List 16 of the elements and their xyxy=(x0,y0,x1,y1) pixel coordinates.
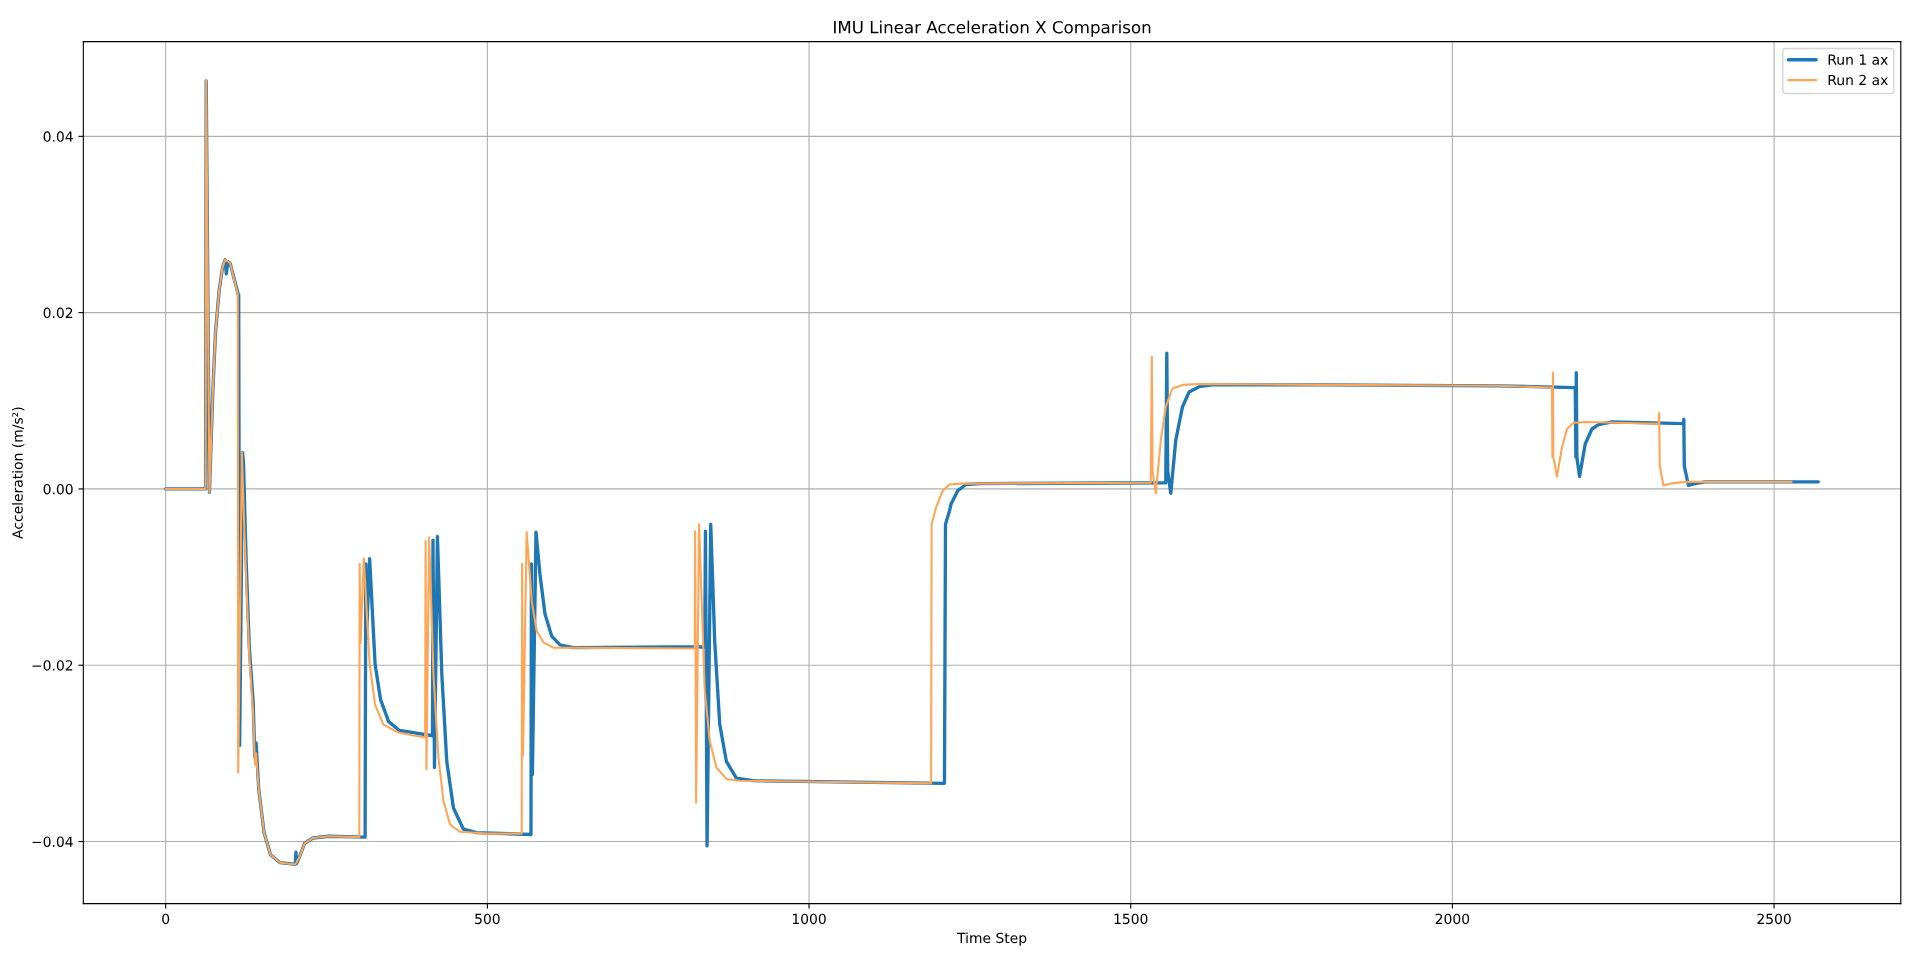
x-tick-label: 0 xyxy=(162,913,170,925)
legend-label: Run 2 ax xyxy=(1828,74,1888,86)
x-tick-label: 500 xyxy=(475,913,500,925)
y-tick-label: −0.02 xyxy=(32,660,73,671)
legend-label: Run 1 ax xyxy=(1828,54,1888,65)
x-tick-label: 2000 xyxy=(1435,913,1470,925)
x-tick-label: 1000 xyxy=(792,913,826,925)
chart-title: IMU Linear Acceleration X Comparison xyxy=(834,20,1151,37)
x-axis-title: Time Step xyxy=(957,932,1027,946)
y-axis-title: Acceleration (m/s²) xyxy=(12,407,25,539)
x-tick-label: 1500 xyxy=(1114,913,1148,925)
x-tick-label: 2500 xyxy=(1757,913,1791,925)
y-tick-label: −0.04 xyxy=(32,836,73,847)
y-tick-label: 0.02 xyxy=(43,307,73,319)
y-tick-label: 0.00 xyxy=(43,483,73,495)
y-tick-label: 0.04 xyxy=(43,131,73,142)
